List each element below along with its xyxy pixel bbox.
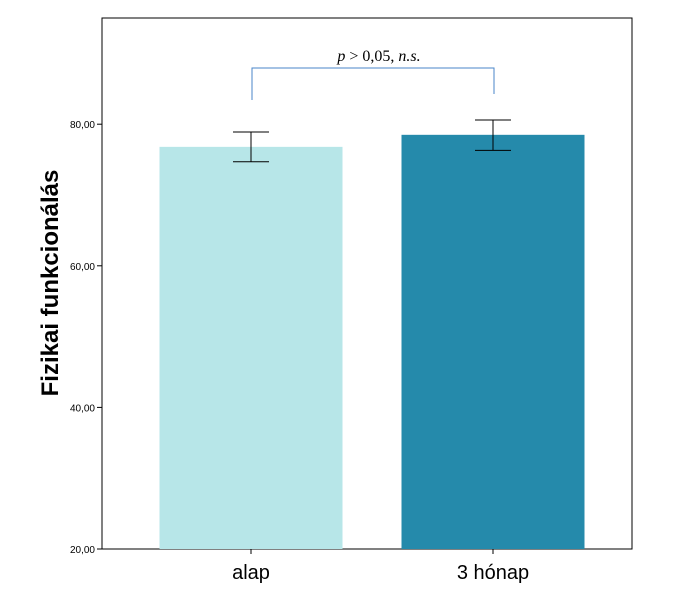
significance-bracket [251, 67, 495, 100]
plot-frame [101, 17, 633, 550]
annotation-p: p [336, 48, 345, 65]
x-tick-label-1: alap [232, 562, 270, 584]
y-tick-label-1: 20,00 [70, 545, 95, 556]
annotation-ns: n.s. [398, 48, 420, 65]
x-labels-group: alap 3 hónap [232, 549, 529, 584]
x-tick-label-2: 3 hónap [457, 562, 529, 584]
y-tick-label-4: 80,00 [70, 120, 95, 131]
y-axis-title: Fizikai funkcionálás [37, 170, 64, 397]
error-bars-group [233, 119, 511, 163]
bar-2 [401, 134, 585, 549]
annotation-middle: > 0,05, [345, 48, 398, 65]
y-tick-label-2: 40,00 [70, 403, 95, 414]
y-ticks-group: 20,00 40,00 60,00 80,00 [70, 120, 102, 556]
significance-annotation: p > 0,05, n.s. [336, 48, 420, 65]
bars-group [159, 134, 585, 549]
bar-1 [159, 146, 343, 549]
y-tick-label-3: 60,00 [70, 262, 95, 273]
